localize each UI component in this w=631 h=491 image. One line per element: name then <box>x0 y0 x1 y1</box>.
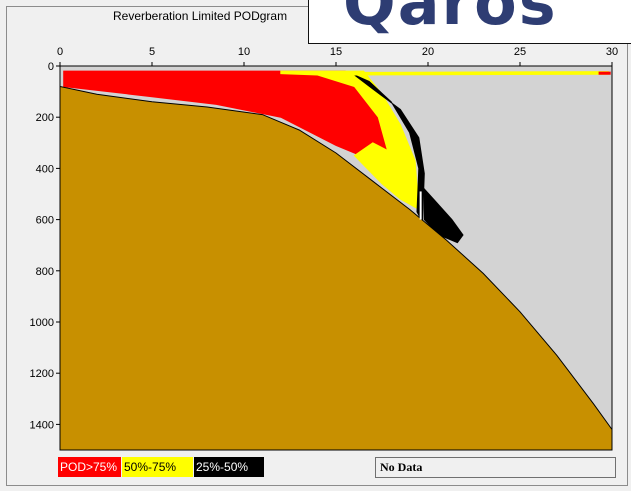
no-data-legend: No Data <box>375 457 616 478</box>
y-tick-label-0: 0 <box>48 61 54 73</box>
legend-pod-low: 25%-50% <box>194 457 264 477</box>
overlay-text: Qaros <box>343 0 558 39</box>
x-tick-label-15: 15 <box>330 46 342 58</box>
x-tick-label-20: 20 <box>422 46 434 58</box>
x-tick-label-30: 30 <box>606 46 618 58</box>
overlay-banner: Qaros <box>308 0 631 44</box>
y-tick-label-1400: 1400 <box>30 419 54 431</box>
y-tick-label-200: 200 <box>36 112 54 124</box>
y-tick-label-1000: 1000 <box>30 317 54 329</box>
region-5 <box>354 72 608 75</box>
x-tick-label-25: 25 <box>514 46 526 58</box>
x-tick-label-5: 5 <box>149 46 155 58</box>
x-tick-label-0: 0 <box>57 46 63 58</box>
y-tick-label-400: 400 <box>36 163 54 175</box>
legend-pod-mid: 50%-75% <box>122 457 193 477</box>
y-tick-label-800: 800 <box>36 266 54 278</box>
legend-pod-high: POD>75% <box>58 457 121 477</box>
y-tick-label-600: 600 <box>36 215 54 227</box>
region-6 <box>599 72 610 74</box>
x-tick-label-10: 10 <box>238 46 250 58</box>
y-tick-label-1200: 1200 <box>30 368 54 380</box>
